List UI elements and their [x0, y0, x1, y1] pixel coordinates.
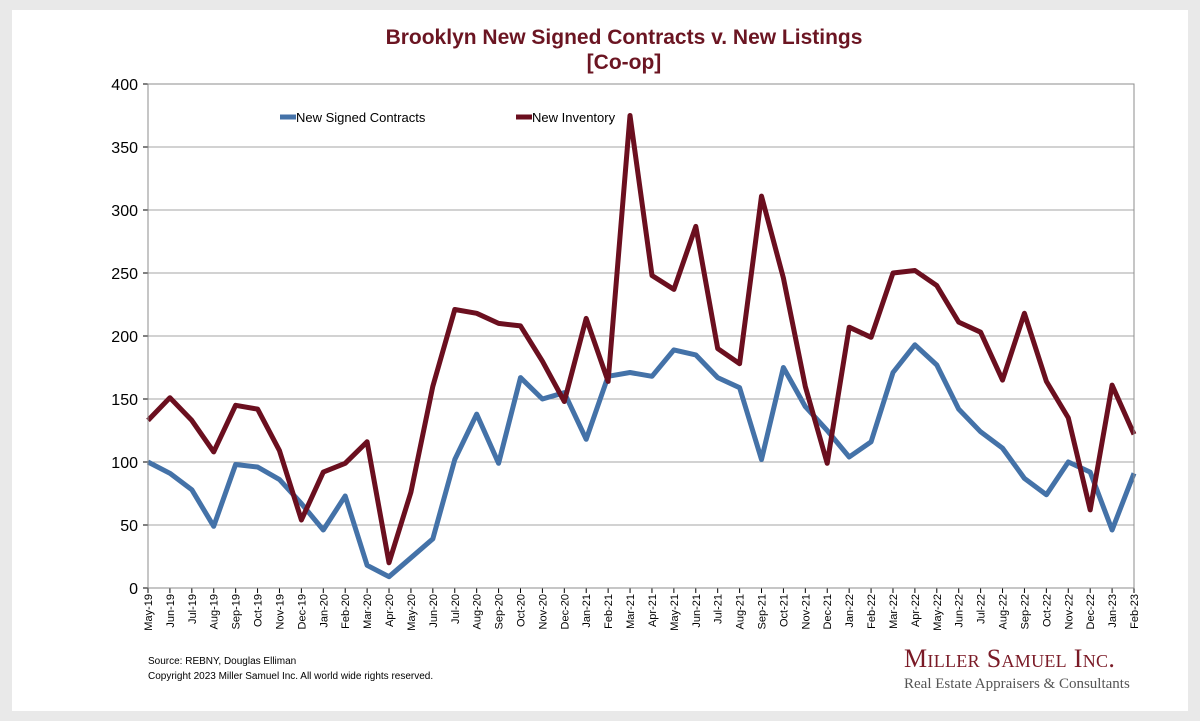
x-tick-label: Nov-21	[800, 594, 812, 629]
series-line-new-inventory	[146, 113, 1137, 566]
x-tick-label: Sep-20	[494, 594, 506, 629]
x-tick-label: Jul-22	[976, 594, 988, 624]
x-tick-label: Aug-19	[209, 594, 221, 629]
y-tick-label: 350	[111, 140, 138, 157]
x-tick-label: Jul-19	[187, 594, 199, 624]
source-text: Source: REBNY, Douglas Elliman	[148, 656, 297, 667]
x-tick-label: Feb-20	[340, 594, 352, 629]
legend-label: New Inventory	[532, 110, 616, 125]
y-tick-label: 100	[111, 455, 138, 472]
x-tick-label: Apr-22	[910, 594, 922, 627]
source-note: Source: REBNY, Douglas Elliman Copyright…	[148, 654, 433, 684]
y-tick-label: 150	[111, 392, 138, 409]
x-tick-label: Jan-21	[581, 594, 593, 628]
x-tick-label: Aug-22	[998, 594, 1010, 629]
x-tick-label: Jun-20	[428, 594, 440, 628]
x-tick-label: May-22	[932, 594, 944, 631]
x-tick-label: Dec-19	[296, 594, 308, 629]
x-tick-label: Aug-20	[472, 594, 484, 629]
logo-tagline: Real Estate Appraisers & Consultants	[904, 676, 1130, 692]
x-tick-label: Dec-21	[822, 594, 834, 629]
y-tick-label: 0	[129, 581, 138, 598]
x-tick-label: Mar-20	[362, 594, 374, 629]
x-tick-label: Mar-21	[625, 594, 637, 629]
legend: New Signed Contracts New Inventory	[280, 110, 616, 125]
y-tick-label: 50	[120, 518, 138, 535]
x-tick-label: Oct-21	[778, 594, 790, 627]
logo-name: Miller Samuel Inc.	[904, 644, 1116, 673]
x-tick-label: Jun-21	[691, 594, 703, 628]
x-tick-label: May-19	[143, 594, 155, 631]
x-tick-label: Aug-21	[735, 594, 747, 629]
chart-title: Brooklyn New Signed Contracts v. New Lis…	[386, 26, 863, 49]
y-axis-ticks: 0 50 100 150 200 250 300 350 400	[111, 77, 148, 598]
x-tick-label: Jun-22	[954, 594, 966, 628]
x-tick-label: Jun-19	[165, 594, 177, 628]
series-lines	[146, 113, 1137, 580]
x-tick-label: Jan-20	[318, 594, 330, 628]
legend-label: New Signed Contracts	[296, 110, 426, 125]
x-tick-label: Jan-23	[1107, 594, 1119, 628]
x-tick-label: Sep-19	[231, 594, 243, 629]
x-tick-label: Nov-22	[1063, 594, 1075, 629]
x-tick-label: Oct-22	[1041, 594, 1053, 627]
x-tick-label: Nov-19	[274, 594, 286, 629]
x-tick-label: Nov-20	[537, 594, 549, 629]
x-tick-label: May-20	[406, 594, 418, 631]
copyright-text: Copyright 2023 Miller Samuel Inc. All wo…	[148, 671, 434, 682]
plot-area-border	[147, 83, 1135, 589]
x-tick-label: Oct-19	[253, 594, 265, 627]
x-tick-label: Feb-21	[603, 594, 615, 629]
x-tick-label: Jul-21	[713, 594, 725, 624]
x-tick-label: Mar-22	[888, 594, 900, 629]
y-tick-label: 300	[111, 203, 138, 220]
y-tick-label: 200	[111, 329, 138, 346]
x-tick-label: Sep-21	[757, 594, 769, 629]
chart-subtitle: [Co-op]	[587, 51, 662, 74]
x-tick-label: Jan-22	[844, 594, 856, 628]
x-tick-label: Feb-22	[866, 594, 878, 629]
x-tick-label: Jul-20	[450, 594, 462, 624]
x-tick-label: Sep-22	[1019, 594, 1031, 629]
x-tick-label: Dec-20	[559, 594, 571, 629]
x-tick-label: Dec-22	[1085, 594, 1097, 629]
gridlines	[148, 83, 1134, 526]
x-tick-label: Apr-20	[384, 594, 396, 627]
x-tick-label: May-21	[669, 594, 681, 631]
y-tick-label: 400	[111, 77, 138, 94]
company-logo: Miller Samuel Inc. Real Estate Appraiser…	[904, 644, 1144, 694]
series-line-new-signed-contracts	[146, 342, 1137, 580]
x-tick-label: Apr-21	[647, 594, 659, 627]
y-tick-label: 250	[111, 266, 138, 283]
x-tick-label: Feb-23	[1129, 594, 1141, 629]
x-tick-label: Oct-20	[515, 594, 527, 627]
x-axis-ticks: May-19 Jun-19 Jul-19 Aug-19 Sep-19 Oct-19 Nov-…	[143, 587, 1141, 631]
